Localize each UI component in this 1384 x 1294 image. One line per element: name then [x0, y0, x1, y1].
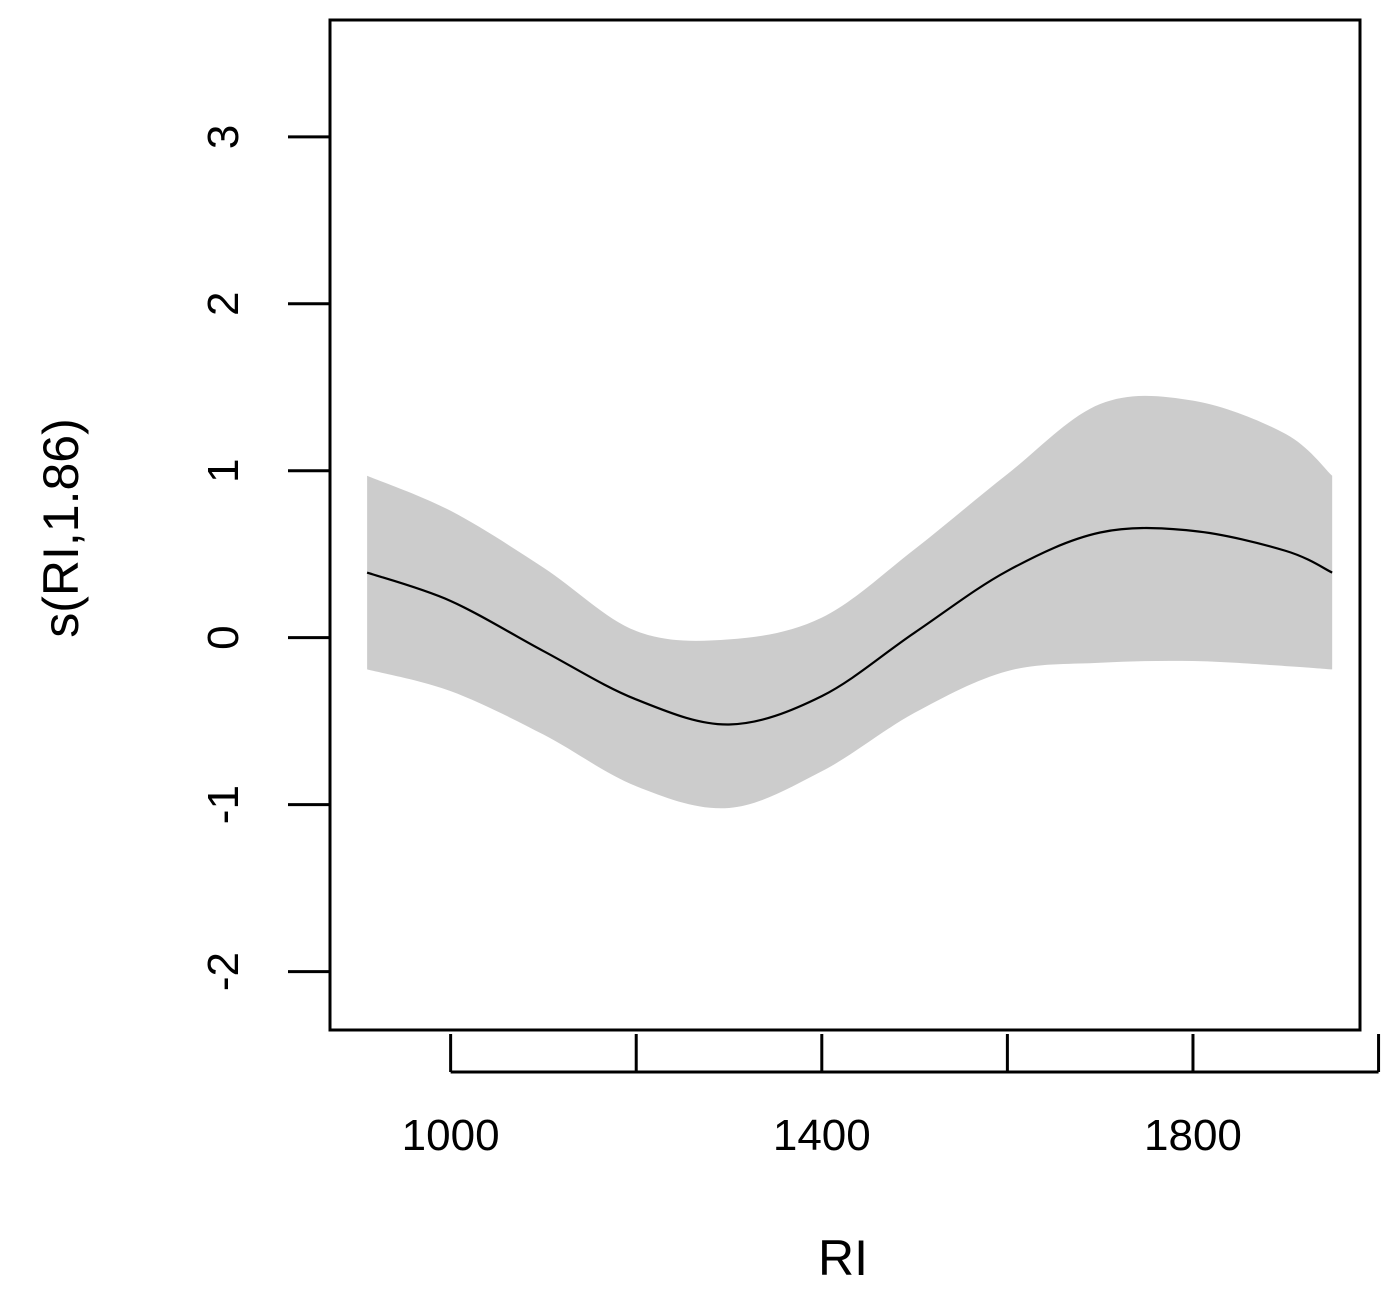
y-tick-label: 1 — [199, 459, 248, 483]
x-tick-label: 1400 — [773, 1111, 871, 1160]
y-tick-label: 0 — [199, 625, 248, 649]
x-axis: 1000 1400 1800 — [402, 1034, 1381, 1160]
confidence-band-layer — [367, 395, 1333, 809]
y-axis: -2 -1 0 1 2 3 — [199, 125, 330, 991]
x-tick-label: 1800 — [1144, 1111, 1242, 1160]
y-tick-label: -2 — [199, 952, 248, 991]
plot-frame — [328, 18, 1362, 1032]
y-axis-title: s(RI,1.86) — [33, 418, 89, 638]
confidence-band — [367, 395, 1333, 809]
y-tick-label: 2 — [199, 292, 248, 316]
y-tick-label: -1 — [199, 785, 248, 824]
smooth-term-line — [366, 526, 1333, 726]
smooth-line-layer — [366, 526, 1333, 726]
x-axis-title: RI — [818, 1230, 868, 1286]
y-tick-label: 3 — [199, 125, 248, 149]
x-tick-label: 1000 — [402, 1111, 500, 1160]
